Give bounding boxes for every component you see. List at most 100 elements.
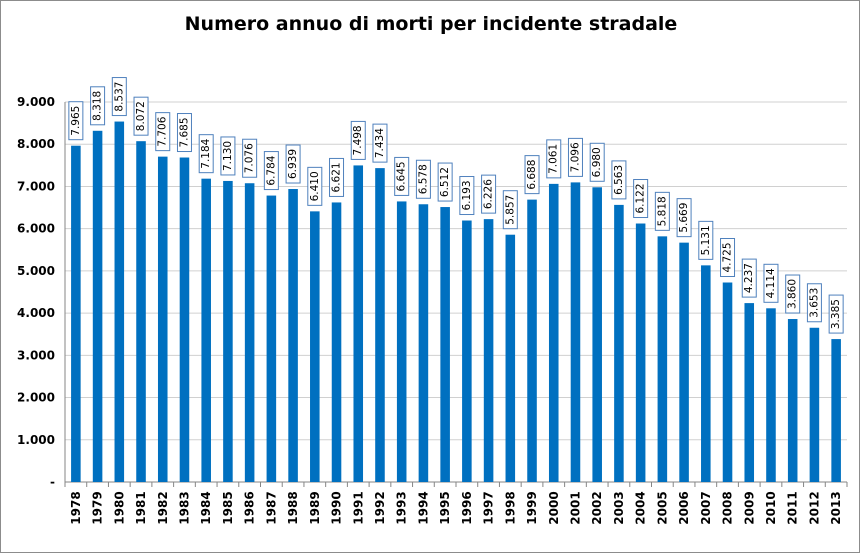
y-tick-label: 6.000 [17, 222, 55, 236]
data-label: 5.818 [656, 196, 668, 226]
data-label: 7.965 [70, 106, 82, 136]
data-label-box [741, 258, 757, 298]
bar [179, 157, 190, 482]
x-tick-label: 1993 [395, 491, 409, 524]
data-label-box [698, 220, 714, 260]
data-label-box [828, 294, 844, 334]
data-label-box [524, 155, 540, 195]
bar [614, 204, 624, 482]
x-tick-label: 1987 [264, 491, 278, 524]
bar [331, 202, 342, 483]
data-label-box [785, 274, 801, 314]
data-label-box [546, 139, 562, 179]
data-label-box [285, 144, 301, 184]
x-tick-label: 1997 [482, 491, 496, 524]
data-label: 7.076 [244, 143, 256, 173]
y-tick-label: 9.000 [17, 95, 55, 109]
data-label: 7.061 [548, 144, 560, 174]
x-tick-label: 2006 [677, 491, 691, 524]
x-tick-label: 2008 [721, 491, 735, 524]
x-tick-label: 1996 [460, 491, 474, 524]
bar [809, 327, 820, 482]
x-tick-label: 1992 [373, 491, 387, 524]
x-tick-label: 1990 [330, 491, 344, 524]
data-label: 3.860 [787, 279, 799, 309]
bar [701, 265, 711, 482]
data-label: 7.130 [222, 141, 234, 171]
data-label-box [198, 134, 214, 174]
data-label: 8.318 [92, 91, 104, 121]
bar [201, 178, 211, 483]
data-label: 5.857 [504, 195, 516, 225]
data-label: 7.706 [157, 116, 169, 146]
data-label-box [329, 157, 345, 197]
data-label: 6.563 [613, 165, 625, 195]
bar [418, 204, 429, 483]
x-tick-label: 1989 [308, 491, 322, 524]
data-label: 6.578 [417, 164, 429, 194]
data-label: 6.939 [287, 149, 299, 179]
y-tick-label: - [50, 475, 55, 489]
x-tick-label: 2012 [807, 491, 821, 524]
data-label-box [611, 160, 627, 200]
data-label: 4.725 [722, 242, 734, 272]
data-label: 6.512 [439, 167, 451, 197]
data-label: 6.784 [265, 155, 277, 185]
x-tick-label: 1991 [351, 491, 365, 524]
bar [744, 303, 755, 482]
data-label-box [676, 198, 692, 238]
bar [527, 199, 537, 482]
bar [396, 201, 407, 482]
data-label-box [806, 283, 822, 323]
bar [635, 223, 646, 482]
x-tick-label: 1999 [525, 491, 539, 524]
data-label-box [133, 96, 149, 136]
data-label: 4.237 [743, 263, 755, 293]
data-label-box [307, 166, 323, 206]
data-label: 3.385 [830, 299, 842, 329]
bar [787, 319, 798, 482]
y-tick-label: 5.000 [17, 264, 55, 278]
bar [657, 236, 668, 482]
x-tick-label: 1988 [286, 491, 300, 524]
x-tick-label: 1983 [177, 491, 191, 524]
x-tick-label: 1981 [134, 491, 148, 524]
data-label-box [567, 137, 583, 177]
bar [462, 220, 472, 483]
x-tick-label: 2007 [699, 491, 713, 524]
data-label: 7.184 [200, 138, 212, 168]
data-label-box [263, 151, 279, 191]
data-label-box [589, 142, 605, 182]
x-tick-label: 1980 [112, 491, 126, 524]
data-label-box [415, 159, 431, 199]
data-label-box [763, 263, 779, 303]
data-label-box [633, 179, 649, 219]
data-label: 8.537 [113, 82, 125, 112]
data-label-box [111, 77, 127, 117]
y-tick-label: 3.000 [17, 348, 55, 362]
data-label: 8.072 [135, 101, 147, 131]
data-label: 6.688 [526, 160, 538, 190]
bar [136, 141, 146, 482]
data-label-box [459, 176, 475, 216]
bar [157, 156, 168, 482]
x-tick-label: 2004 [634, 491, 648, 524]
bar [831, 339, 841, 482]
data-label-box [502, 190, 518, 230]
data-label-box [372, 123, 388, 163]
x-tick-label: 1979 [91, 491, 105, 524]
y-tick-label: 7.000 [17, 179, 55, 193]
x-tick-label: 2011 [786, 491, 800, 524]
x-tick-label: 2005 [655, 491, 669, 524]
x-tick-label: 2013 [829, 491, 843, 524]
bar [114, 121, 125, 482]
data-label-box [394, 156, 410, 196]
data-label: 4.114 [765, 268, 777, 298]
bar [722, 282, 733, 482]
x-tick-label: 2001 [568, 491, 582, 524]
data-label-box [437, 162, 453, 202]
bar [766, 308, 776, 482]
data-label: 6.621 [331, 162, 343, 192]
bar [440, 207, 450, 482]
